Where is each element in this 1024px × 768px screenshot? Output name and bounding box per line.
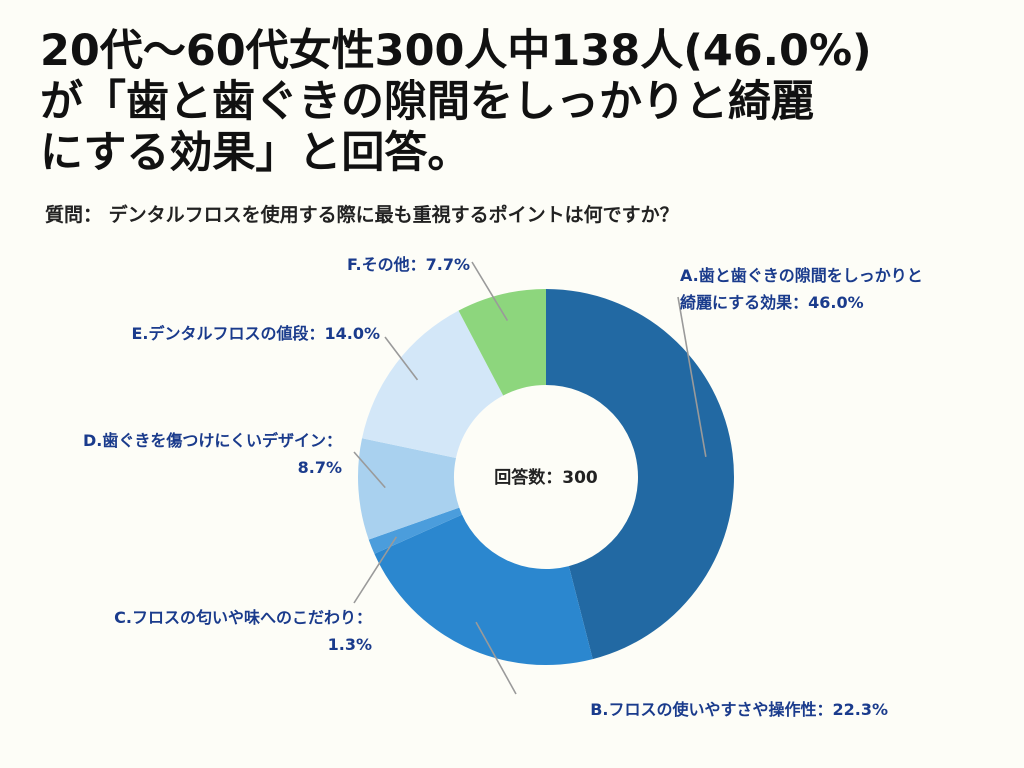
label-f-line-1: F.その他：7.7% — [347, 255, 470, 274]
slice-d — [357, 438, 460, 540]
label-d-line-2: 8.7% — [298, 458, 342, 477]
label-d-line-1: D.歯ぐきを傷つけにくいデザイン： — [83, 431, 342, 450]
headline-line-1: 20代〜60代女性300人中138人(46.0%) — [40, 26, 872, 76]
label-a-line-1: A.歯と歯ぐきの隙間をしっかりと — [680, 266, 923, 285]
leader-line-f — [471, 261, 509, 321]
slice-b — [374, 514, 593, 665]
headline-line-2: が「歯と歯ぐきの隙間をしっかりと綺麗 — [40, 77, 814, 127]
survey-question: 質問： デンタルフロスを使用する際に最も重視するポイントは何ですか？ — [45, 204, 679, 226]
leader-line-b — [475, 621, 517, 695]
headline-line-3: にする効果」と回答。 — [40, 128, 471, 178]
leader-line-e — [384, 336, 419, 381]
label-b-line-1: B.フロスの使いやすさや操作性：22.3% — [590, 700, 888, 719]
leader-line-c — [353, 536, 398, 604]
label-a-line-2: 綺麗にする効果：46.0% — [680, 293, 864, 312]
slice-a — [546, 289, 735, 660]
label-e-line-1: E.デンタルフロスの値段：14.0% — [131, 324, 380, 343]
leader-line-d — [353, 451, 386, 489]
label-c-line-1: C.フロスの匂いや味へのこだわり： — [114, 608, 372, 627]
leader-line-a — [677, 296, 707, 457]
headline: 20代〜60代女性300人中138人(46.0%) が「歯と歯ぐきの隙間をしっか… — [40, 26, 990, 179]
label-c-line-2: 1.3% — [328, 635, 372, 654]
slice-e — [362, 310, 504, 459]
center-label: 回答数：300 — [494, 467, 598, 488]
slice-f — [458, 289, 546, 396]
